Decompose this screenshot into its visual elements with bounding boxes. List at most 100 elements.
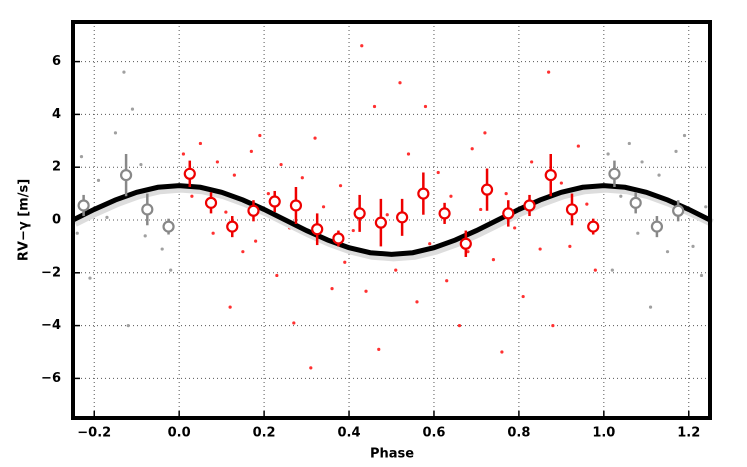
raw-point bbox=[674, 149, 678, 153]
raw-point bbox=[232, 173, 236, 177]
raw-point bbox=[377, 347, 381, 351]
y-tick-label: −2 bbox=[41, 265, 61, 280]
raw-point bbox=[559, 181, 563, 185]
raw-point bbox=[330, 287, 334, 291]
model-curve-shadow bbox=[73, 184, 714, 262]
x-tick-label: 0.4 bbox=[338, 426, 361, 441]
raw-point bbox=[606, 152, 610, 156]
raw-point bbox=[640, 160, 644, 164]
y-tick-label: −6 bbox=[41, 371, 61, 386]
binned-point bbox=[311, 223, 324, 236]
raw-point bbox=[547, 70, 551, 74]
binned-point bbox=[502, 207, 515, 220]
raw-point bbox=[190, 194, 194, 198]
binned-point bbox=[204, 196, 218, 209]
raw-point bbox=[160, 247, 164, 251]
binned-point bbox=[459, 237, 472, 250]
raw-point bbox=[88, 276, 92, 280]
binned-point bbox=[353, 207, 366, 220]
raw-point bbox=[300, 176, 304, 180]
binned-point bbox=[374, 216, 387, 229]
raw-point bbox=[122, 70, 126, 74]
raw-point bbox=[466, 250, 470, 254]
binned-point bbox=[183, 167, 196, 180]
raw-point bbox=[704, 205, 708, 209]
raw-point bbox=[266, 192, 270, 196]
raw-point bbox=[406, 152, 411, 156]
raw-point bbox=[228, 305, 232, 309]
raw-point bbox=[470, 147, 474, 151]
binned-point bbox=[565, 203, 579, 216]
raw-point bbox=[224, 210, 228, 214]
binned-point bbox=[544, 169, 557, 182]
raw-point bbox=[568, 244, 572, 248]
raw-point bbox=[139, 162, 143, 167]
raw-point bbox=[457, 324, 462, 328]
y-tick-label: 2 bbox=[52, 160, 61, 175]
raw-point bbox=[636, 231, 640, 235]
binned-point bbox=[332, 232, 345, 245]
binned-point bbox=[650, 220, 664, 233]
raw-point bbox=[436, 170, 440, 175]
raw-point bbox=[699, 273, 704, 278]
raw-point bbox=[215, 160, 219, 164]
raw-point bbox=[169, 268, 173, 272]
raw-point bbox=[143, 234, 147, 238]
raw-point bbox=[619, 194, 623, 198]
plot-frame bbox=[71, 20, 712, 420]
raw-point bbox=[343, 260, 347, 264]
raw-point bbox=[665, 250, 670, 254]
raw-point bbox=[321, 205, 326, 209]
raw-point bbox=[530, 160, 534, 164]
raw-point bbox=[504, 192, 508, 196]
raw-point bbox=[691, 244, 695, 248]
binned-point bbox=[77, 199, 90, 212]
raw-point bbox=[479, 207, 483, 212]
raw-point bbox=[360, 44, 364, 48]
raw-point bbox=[75, 231, 79, 235]
raw-point bbox=[181, 152, 186, 156]
raw-point bbox=[610, 268, 614, 272]
binned-point bbox=[608, 167, 621, 180]
raw-point bbox=[445, 279, 449, 283]
raw-point bbox=[241, 250, 245, 254]
y-tick-label: −4 bbox=[41, 318, 61, 333]
raw-point bbox=[79, 155, 84, 159]
x-tick-label: −0.2 bbox=[77, 426, 111, 441]
raw-point bbox=[211, 231, 215, 235]
raw-point bbox=[585, 202, 589, 206]
raw-point bbox=[513, 226, 517, 230]
raw-point bbox=[648, 305, 653, 309]
binned-point bbox=[289, 199, 303, 212]
raw-point bbox=[113, 131, 118, 135]
raw-point bbox=[521, 294, 525, 299]
binned-point bbox=[226, 220, 239, 233]
raw-point bbox=[551, 324, 555, 328]
raw-point bbox=[258, 133, 262, 138]
y-axis-label: RV−γ [m/s] bbox=[17, 179, 32, 261]
binned-point bbox=[396, 211, 409, 224]
binned-point bbox=[523, 199, 536, 212]
binned-point bbox=[438, 207, 451, 220]
binned-point bbox=[141, 203, 154, 216]
raw-point bbox=[385, 213, 389, 217]
binned-point bbox=[162, 220, 175, 233]
binned-point bbox=[247, 204, 260, 217]
raw-point bbox=[275, 273, 279, 278]
raw-point bbox=[372, 104, 377, 109]
binned-point bbox=[480, 183, 494, 196]
raw-point bbox=[398, 81, 402, 85]
raw-point bbox=[627, 141, 631, 146]
binned-point bbox=[629, 196, 642, 209]
raw-point bbox=[364, 289, 368, 293]
raw-point bbox=[593, 268, 597, 272]
raw-point bbox=[576, 144, 580, 148]
raw-point bbox=[313, 136, 317, 140]
raw-point bbox=[254, 239, 258, 243]
binned-point bbox=[587, 220, 600, 233]
raw-point bbox=[130, 107, 135, 111]
x-tick-label: 0.6 bbox=[422, 426, 445, 441]
raw-point bbox=[198, 141, 202, 146]
x-axis-label: Phase bbox=[370, 447, 414, 462]
raw-point bbox=[500, 350, 504, 354]
